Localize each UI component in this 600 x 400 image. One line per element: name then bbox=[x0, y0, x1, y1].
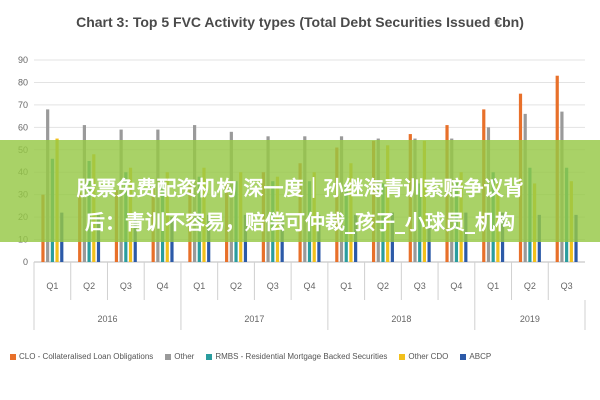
y-tick-label: 90 bbox=[18, 55, 28, 65]
banner-text-line-1: 股票免费配资机构 深一度｜孙继海青训索赔争议背 bbox=[76, 176, 524, 200]
legend-label: Other CDO bbox=[408, 352, 449, 361]
legend-swatch bbox=[460, 353, 467, 360]
legend-swatch bbox=[165, 353, 172, 360]
group-label: 2016 bbox=[97, 314, 117, 324]
legend-swatch bbox=[10, 353, 16, 360]
x-tick-label: Q3 bbox=[120, 281, 132, 291]
legend-item-other: Other bbox=[165, 352, 194, 361]
y-tick-label: 70 bbox=[18, 100, 28, 110]
banner-text-line-2: 后：青训不容易，赔偿可仲裁_孩子_小球员_机构 bbox=[85, 210, 515, 234]
legend-item-clo: CLO - Collateralised Loan Obligations bbox=[10, 352, 153, 361]
x-tick-label: Q2 bbox=[83, 281, 95, 291]
y-tick-label: 0 bbox=[23, 257, 28, 267]
y-tick-label: 80 bbox=[18, 77, 28, 87]
x-tick-label: Q4 bbox=[450, 281, 462, 291]
x-tick-label: Q2 bbox=[377, 281, 389, 291]
x-tick-label: Q4 bbox=[303, 281, 315, 291]
x-tick-label: Q1 bbox=[487, 281, 499, 291]
legend: CLO - Collateralised Loan Obligations Oth… bbox=[10, 352, 600, 361]
overlay-banner bbox=[0, 140, 600, 242]
legend-swatch bbox=[399, 353, 406, 360]
x-tick-label: Q1 bbox=[340, 281, 352, 291]
x-tick-label: Q1 bbox=[193, 281, 205, 291]
y-tick-label: 60 bbox=[18, 122, 28, 132]
legend-item-othercdo: Other CDO bbox=[399, 352, 448, 361]
x-tick-label: Q2 bbox=[524, 281, 536, 291]
legend-label: ABCP bbox=[469, 352, 492, 361]
x-tick-label: Q3 bbox=[414, 281, 426, 291]
x-tick-label: Q3 bbox=[561, 281, 573, 291]
x-axis-groups: 2016 2017 2018 2019 bbox=[33, 300, 586, 330]
legend-item-abcp: ABCP bbox=[460, 352, 491, 361]
x-tick-label: Q1 bbox=[46, 281, 58, 291]
group-label: 2018 bbox=[391, 314, 411, 324]
x-tick-label: Q2 bbox=[230, 281, 242, 291]
x-tick-label: Q4 bbox=[157, 281, 169, 291]
legend-label: Other bbox=[174, 352, 195, 361]
legend-label: CLO - Collateralised Loan Obligations bbox=[19, 352, 154, 361]
x-axis-ticks: Q1 Q2 Q3 Q4 Q1 Q2 Q3 Q4 Q1 Q2 Q3 Q4 Q1 Q2 Q3 bbox=[33, 262, 573, 300]
chart-title: Chart 3: Top 5 FVC Activity types (Total… bbox=[76, 14, 524, 30]
legend-label: RMBS - Residential Mortgage Backed Secur… bbox=[215, 352, 388, 361]
legend-item-rmbs: RMBS - Residential Mortgage Backed Secur… bbox=[206, 352, 387, 361]
x-tick-label: Q3 bbox=[267, 281, 279, 291]
group-label: 2019 bbox=[520, 314, 540, 324]
legend-swatch bbox=[206, 353, 213, 360]
group-label: 2017 bbox=[244, 314, 264, 324]
